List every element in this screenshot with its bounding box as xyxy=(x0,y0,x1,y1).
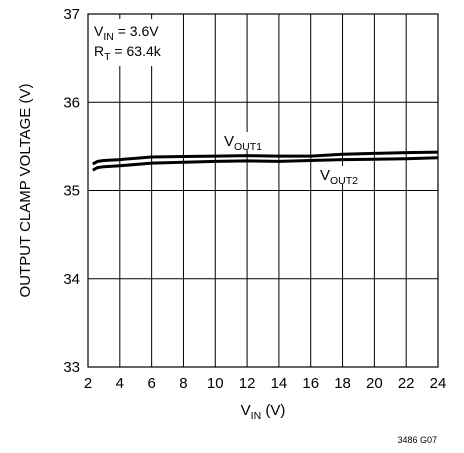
series-label-vout1-main: V xyxy=(224,133,234,150)
x-tick-labels: 2 4 6 8 10 12 14 16 18 20 22 24 xyxy=(84,375,447,392)
x-axis-title-sub: IN xyxy=(251,410,262,422)
series-label-vout1-sub: OUT1 xyxy=(234,141,262,153)
series-label-vout2-main: V xyxy=(320,167,330,184)
annotation-rt: RT = 63.4k xyxy=(94,43,162,63)
x-tick-label: 10 xyxy=(207,375,224,392)
x-tick-label: 6 xyxy=(147,375,155,392)
series-line-2 xyxy=(92,156,439,172)
annotation-vin-rest: = 3.6V xyxy=(114,23,159,39)
series-label-vout2-sub: OUT2 xyxy=(330,175,358,187)
annotation-rt-main: R xyxy=(94,43,104,59)
x-tick-label: 20 xyxy=(366,375,383,392)
y-tick-label: 36 xyxy=(63,94,80,111)
plot-frame xyxy=(87,13,439,368)
annotation-vin-sub: IN xyxy=(103,31,114,43)
x-tick-label: 22 xyxy=(398,375,415,392)
annotation-rt-rest: = 63.4k xyxy=(111,43,162,59)
x-tick-label: 4 xyxy=(116,375,124,392)
x-tick-label: 8 xyxy=(179,375,187,392)
series-label-vout1-background xyxy=(220,132,276,150)
annotation-vin-main: V xyxy=(94,23,104,39)
series-label-vout2: VOUT2 xyxy=(320,167,358,187)
grid xyxy=(88,14,438,367)
series-label-vout2-background xyxy=(316,166,372,184)
x-tick-label: 12 xyxy=(239,375,256,392)
x-tick-label: 16 xyxy=(302,375,319,392)
x-tick-label: 2 xyxy=(84,375,92,392)
series-label-vout1: VOUT1 xyxy=(224,133,262,153)
y-tick-label: 37 xyxy=(63,6,80,23)
y-tick-label: 34 xyxy=(63,271,80,288)
y-tick-label: 33 xyxy=(63,359,80,376)
x-tick-label: 24 xyxy=(430,375,447,392)
annotation-vin: VIN = 3.6V xyxy=(94,23,159,43)
series-line-1 xyxy=(92,150,439,166)
x-axis-title-main: V xyxy=(241,402,251,419)
x-tick-label: 18 xyxy=(334,375,351,392)
annotation-background xyxy=(90,19,176,66)
annotation-rt-sub: T xyxy=(104,51,111,63)
x-tick-label: 14 xyxy=(271,375,288,392)
y-tick-label: 35 xyxy=(63,183,80,200)
y-axis-title: OUTPUT CLAMP VOLTAGE (V) xyxy=(17,84,34,298)
figure-id: 3486 G07 xyxy=(397,435,437,445)
x-axis-title-unit: (V) xyxy=(261,402,285,419)
series-lines xyxy=(92,150,439,172)
y-tick-labels: 33 34 35 36 37 xyxy=(63,6,80,376)
x-axis-title: VIN (V) xyxy=(241,402,286,422)
